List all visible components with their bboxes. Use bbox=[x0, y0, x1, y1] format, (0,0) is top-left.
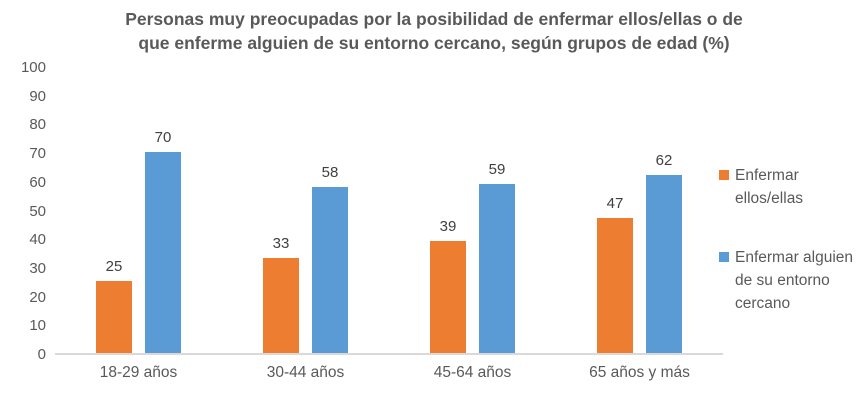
bar-value-label: 58 bbox=[321, 163, 339, 181]
legend-swatch-icon bbox=[719, 170, 729, 180]
bar-blue bbox=[479, 183, 515, 353]
bar-value-label: 59 bbox=[488, 160, 506, 178]
bar-blue bbox=[646, 175, 682, 353]
bar-group: 47 62 65 años y más bbox=[556, 68, 723, 381]
bar-value-label: 47 bbox=[606, 195, 624, 213]
legend-item: Enfermar alguien de su entorno cercano bbox=[719, 246, 865, 315]
plot-area: 25 70 18-29 años 33 58 30-44 años 39 59 45-64 añ… bbox=[55, 68, 723, 381]
legend: Enfermar ellos/ellas Enfermar alguien de … bbox=[719, 164, 865, 351]
y-axis-tick-label: 50 bbox=[29, 202, 46, 220]
y-axis-tick-label: 60 bbox=[29, 173, 46, 191]
y-axis-tick-label: 40 bbox=[29, 231, 46, 249]
x-axis-category-label: 18-29 años bbox=[99, 364, 178, 381]
bar-column: 39 bbox=[430, 218, 466, 353]
y-axis-tick-label: 70 bbox=[29, 145, 46, 163]
x-axis-category-label: 30-44 años bbox=[266, 364, 345, 381]
legend-item: Enfermar ellos/ellas bbox=[719, 164, 865, 210]
y-axis-tick-label: 30 bbox=[29, 259, 46, 277]
y-axis-tick-label: 90 bbox=[29, 87, 46, 105]
bar-group: 33 58 30-44 años bbox=[222, 68, 389, 381]
legend-label: Enfermar ellos/ellas bbox=[735, 167, 804, 207]
chart-title-line-2: que enferme alguien de su entorno cercan… bbox=[138, 33, 730, 53]
bar-column: 47 bbox=[597, 195, 633, 353]
chart-title-line-1: Personas muy preocupadas por la posibili… bbox=[125, 9, 743, 29]
bar-orange bbox=[263, 258, 299, 353]
bar-column: 59 bbox=[479, 161, 515, 353]
bar-value-label: 25 bbox=[105, 258, 123, 276]
y-axis-tick-label: 0 bbox=[37, 346, 46, 363]
bar-column: 33 bbox=[263, 235, 299, 353]
bar-blue bbox=[145, 152, 181, 353]
bar-orange bbox=[96, 281, 132, 353]
x-axis-category-label: 45-64 años bbox=[433, 364, 512, 381]
bar-orange bbox=[597, 218, 633, 353]
bar-column: 70 bbox=[145, 129, 181, 353]
bar-group: 39 59 45-64 años bbox=[389, 68, 556, 381]
bar-value-label: 70 bbox=[154, 129, 172, 147]
y-axis-tick-label: 100 bbox=[20, 59, 46, 76]
legend-swatch-icon bbox=[719, 252, 729, 262]
bar-group: 25 70 18-29 años bbox=[55, 68, 222, 381]
legend-label: Enfermar alguien de su entorno cercano bbox=[735, 249, 854, 312]
bar-value-label: 62 bbox=[655, 152, 673, 170]
bar-blue bbox=[312, 186, 348, 353]
bar-column: 62 bbox=[646, 152, 682, 353]
y-axis-tick-label: 80 bbox=[29, 116, 46, 134]
bar-column: 58 bbox=[312, 164, 348, 353]
y-axis-tick-label: 10 bbox=[29, 317, 46, 335]
y-axis-tick-label: 20 bbox=[29, 288, 46, 306]
bar-value-label: 39 bbox=[439, 218, 457, 236]
bar-value-label: 33 bbox=[272, 235, 290, 253]
bar-column: 25 bbox=[96, 258, 132, 353]
chart-title: Personas muy preocupadas por la posibili… bbox=[73, 7, 795, 55]
x-axis-category-label: 65 años y más bbox=[589, 364, 690, 381]
bar-orange bbox=[430, 241, 466, 353]
